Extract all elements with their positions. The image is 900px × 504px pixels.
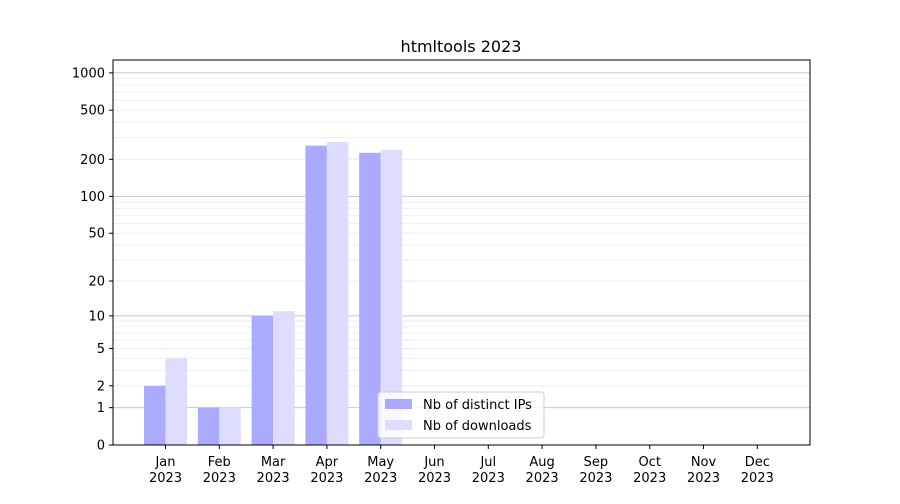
bar-ips (251, 315, 274, 445)
x-tick-label-year: 2023 (687, 471, 720, 486)
legend-label-downloads: Nb of downloads (423, 419, 532, 434)
y-tick-label: 0 (97, 439, 105, 454)
y-tick-label: 1 (97, 401, 105, 416)
y-tick-label: 5 (97, 342, 105, 357)
x-tick-label-year: 2023 (364, 471, 397, 486)
y-tick-label: 100 (80, 190, 105, 205)
bar-ips (359, 152, 381, 446)
bar-ips (197, 407, 220, 445)
x-tick-label-month: Jun (423, 455, 444, 470)
bar-downloads (165, 358, 187, 445)
x-tick-label-month: Jul (479, 455, 496, 470)
x-tick-label-year: 2023 (418, 471, 451, 486)
bar-ips (305, 145, 327, 445)
plot-frame (112, 59, 811, 446)
x-tick-label-month: Sep (584, 455, 609, 470)
y-tick-label: 50 (88, 227, 105, 242)
x-tick-label-month: May (367, 455, 394, 470)
x-tick-label-month: Oct (638, 455, 660, 470)
bar-downloads (380, 149, 403, 445)
x-tick-label-month: Mar (261, 455, 286, 470)
y-tick-label: 10 (88, 309, 105, 324)
x-tick-label-month: Jan (154, 455, 175, 470)
x-tick-label-month: Feb (208, 455, 231, 470)
y-tick-label: 200 (80, 153, 105, 168)
x-tick-label-year: 2023 (149, 471, 182, 486)
x-tick-label-month: Apr (316, 455, 339, 470)
bar-downloads (273, 311, 295, 445)
x-tick-label-year: 2023 (579, 471, 612, 486)
x-tick-label-year: 2023 (310, 471, 343, 486)
y-axis: 0 1 2 5 10 20 50 100 200 500 1000 (72, 66, 113, 454)
legend-swatch-downloads (385, 420, 412, 430)
y-tick-label: 20 (88, 275, 105, 290)
x-tick-label-year: 2023 (526, 471, 559, 486)
x-axis: Jan2023Feb2023Mar2023Apr2023May2023Jun20… (149, 445, 774, 486)
x-tick-label-year: 2023 (633, 471, 666, 486)
chart-title: htmltools 2023 (401, 37, 522, 56)
x-tick-label-month: Nov (691, 455, 717, 470)
x-tick-label-month: Dec (745, 455, 770, 470)
x-tick-label-year: 2023 (472, 471, 505, 486)
legend-box (377, 391, 545, 439)
y-tick-label: 2 (97, 379, 105, 394)
x-tick-label-year: 2023 (203, 471, 236, 486)
x-tick-label-month: Aug (529, 455, 554, 470)
bar-downloads (326, 141, 349, 445)
legend-label-ips: Nb of distinct IPs (423, 398, 532, 413)
bars (144, 141, 403, 446)
bar-ips (144, 385, 166, 445)
y-tick-label: 1000 (72, 66, 105, 81)
legend: Nb of distinct IPs Nb of downloads (377, 391, 545, 439)
x-tick-label-year: 2023 (741, 471, 774, 486)
x-tick-label-year: 2023 (257, 471, 290, 486)
y-tick-label: 500 (80, 104, 105, 119)
gridlines (113, 72, 810, 409)
bar-downloads (219, 407, 241, 445)
legend-swatch-ips (385, 399, 412, 409)
